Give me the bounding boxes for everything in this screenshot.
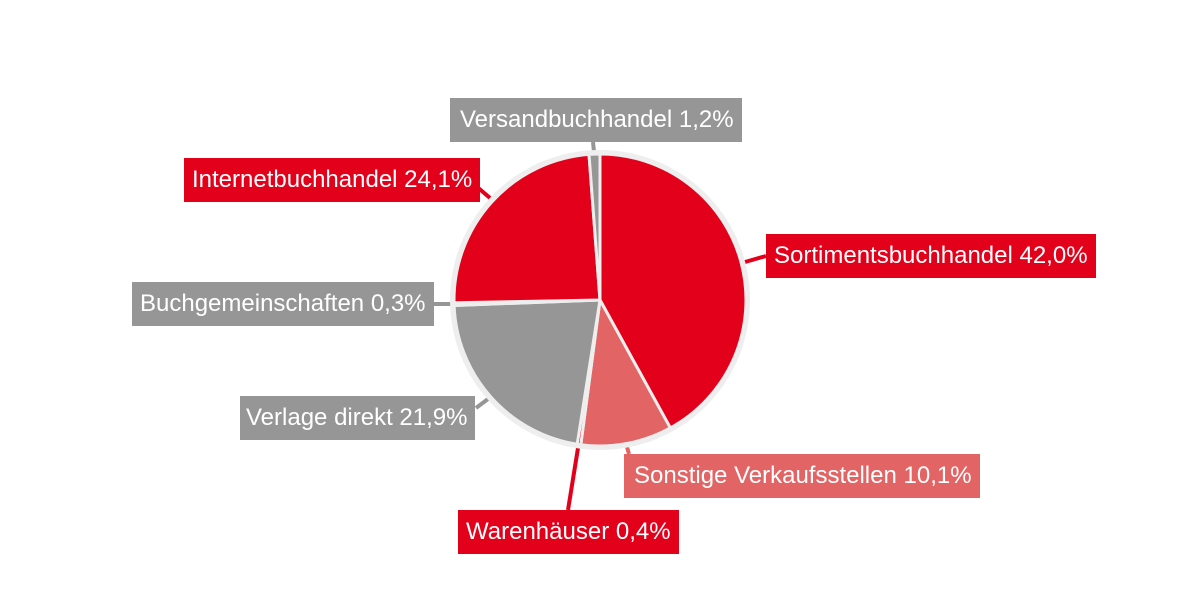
label-warenhaeuser: Warenhäuser 0,4% (458, 510, 679, 554)
pie-slice-sonstige-verkaufsstellen (579, 298, 672, 448)
label-buchgemeinschaften: Buchgemeinschaften 0,3% (132, 282, 434, 326)
label-verlage-direkt: Verlage direkt 21,9% (240, 396, 476, 440)
label-versandbuchhandel: Versandbuchhandel 1,2% (450, 98, 742, 142)
leader-line (744, 254, 767, 264)
leader-line (474, 397, 490, 410)
leader-line (566, 447, 580, 511)
pie-slice-internetbuchhandel (452, 152, 602, 305)
pie-slice-verlage-direkt (452, 298, 602, 446)
label-sonstige-verkaufsstellen: Sonstige Verkaufsstellen 10,1% (624, 454, 980, 498)
label-sortimentsbuchhandel: Sortimentsbuchhandel 42,0% (766, 234, 1096, 278)
leader-line (625, 446, 631, 455)
pie-slice-versandbuchhandel (587, 152, 602, 302)
label-internetbuchhandel: Internetbuchhandel 24,1% (184, 158, 481, 202)
pie-slice-sortimentsbuchhandel (598, 152, 748, 430)
